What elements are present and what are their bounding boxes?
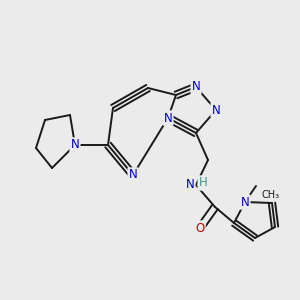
Text: N: N bbox=[70, 139, 80, 152]
Text: O: O bbox=[195, 221, 205, 235]
Text: CH₃: CH₃ bbox=[262, 190, 280, 200]
Text: N: N bbox=[186, 178, 194, 191]
Text: N: N bbox=[212, 103, 220, 116]
Text: H: H bbox=[199, 176, 207, 190]
Text: N: N bbox=[241, 196, 249, 208]
Text: N: N bbox=[164, 112, 172, 124]
Text: N: N bbox=[192, 80, 200, 94]
Text: N: N bbox=[129, 169, 137, 182]
